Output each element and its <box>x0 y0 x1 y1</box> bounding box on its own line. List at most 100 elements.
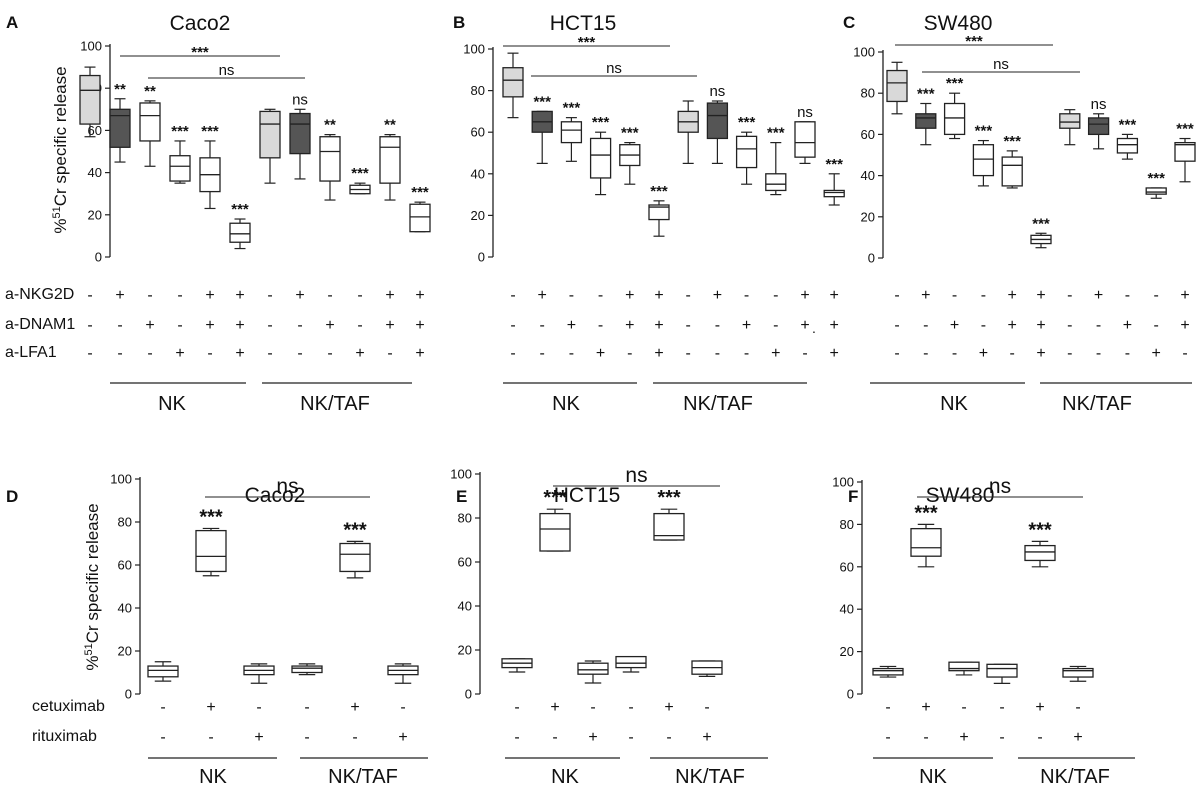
panel-f-treatment-sign: - <box>1075 699 1080 716</box>
panel-c-treatment-sign: + <box>921 287 930 304</box>
panel-b-box <box>706 102 729 140</box>
panel-a-treatment-sign: + <box>355 345 364 362</box>
panel-b-y-tick-label: 60 <box>471 125 485 140</box>
panel-b-treatment-sign: - <box>686 317 691 334</box>
row-label-top: a-NKG2D <box>5 286 74 303</box>
panel-a-treatment-sign: + <box>145 317 154 334</box>
panel-e-treatment-sign: - <box>552 729 557 746</box>
panel-a-treatment-sign: + <box>325 317 334 334</box>
panel-d-y-tick-label: 60 <box>118 558 132 573</box>
panel-a-treatment-sign: - <box>327 345 332 362</box>
panel-b-treatment-sign: - <box>627 345 632 362</box>
panel-a-significance-label: ns <box>292 91 308 108</box>
panel-d-treatment-sign: + <box>398 729 407 746</box>
panel-c-treatment-sign: - <box>981 287 986 304</box>
row-label-bottom: cetuximab <box>32 698 105 715</box>
panel-d-box <box>195 529 227 573</box>
panel-d-group-label: NK/TAF <box>328 766 398 787</box>
panel-a-treatment-sign: - <box>297 345 302 362</box>
panel-b-treatment-sign: + <box>713 287 722 304</box>
panel-b-treatment-sign: + <box>771 345 780 362</box>
panel-b-stray-mark: . <box>812 320 816 336</box>
panel-b-treatment-sign: + <box>800 317 809 334</box>
panel-b-y-tick-label: 20 <box>471 208 485 223</box>
panel-b-treatment-sign: - <box>715 345 720 362</box>
panel-d-box <box>147 665 179 678</box>
panel-b-treatment-sign: + <box>654 317 663 334</box>
row-label-top: a-DNAM1 <box>5 316 75 333</box>
panel-a-treatment-sign: - <box>267 345 272 362</box>
panel-a-group-label: NK <box>158 393 186 415</box>
panel-c-group-label: NK/TAF <box>1062 393 1132 415</box>
panel-b-significance-label: *** <box>563 100 581 117</box>
panel-c-box <box>1116 137 1139 154</box>
panel-f-box <box>1024 544 1056 562</box>
panel-e-treatment-sign: - <box>628 729 633 746</box>
panel-f-treatment-sign: + <box>921 699 930 716</box>
panel-b-y-tick-label: 0 <box>478 250 485 265</box>
panel-c-box <box>1145 187 1167 195</box>
panel-a-treatment-sign: + <box>415 317 424 334</box>
panel-f-box <box>872 667 904 676</box>
panel-c-y-tick-label: 0 <box>868 251 875 266</box>
panel-b-group-label: NK <box>552 393 580 415</box>
panel-a-treatment-sign: - <box>87 287 92 304</box>
panel-f-letter: F <box>848 487 858 506</box>
panel-c-treatment-sign: - <box>894 317 899 334</box>
panel-c-significance-label: *** <box>1032 215 1050 232</box>
panel-d-title: Caco2 <box>245 484 306 507</box>
panel-c-treatment-sign: - <box>1125 287 1130 304</box>
panel-b-box <box>735 135 758 169</box>
panel-e-treatment-sign: - <box>590 699 595 716</box>
panel-a-significance-label: ** <box>384 117 396 134</box>
panel-c-group-label: NK <box>940 393 968 415</box>
panel-c-treatment-sign: - <box>923 345 928 362</box>
panel-c-treatment-sign: + <box>1152 345 1161 362</box>
panel-d-significance-label: *** <box>199 506 223 528</box>
panel-b-significance-label: *** <box>825 156 843 173</box>
panel-d-treatment-sign: - <box>208 729 213 746</box>
panel-c-comparison-label: *** <box>965 33 983 50</box>
panel-b-treatment-sign: - <box>569 287 574 304</box>
panel-a-significance-label: *** <box>411 184 429 201</box>
panel-c-y-tick-label: 40 <box>861 168 875 183</box>
panel-c-y-tick-label: 100 <box>853 45 875 60</box>
panel-f-y-tick-label: 60 <box>840 559 854 574</box>
panel-b-title: HCT15 <box>550 12 617 35</box>
panel-a-treatment-sign: + <box>385 287 394 304</box>
panel-b-significance-label: ns <box>797 104 813 121</box>
panel-d-treatment-sign: - <box>400 699 405 716</box>
panel-c-treatment-sign: - <box>1182 345 1187 362</box>
panel-a-treatment-sign: - <box>177 317 182 334</box>
panel-b-y-tick-label: 100 <box>463 42 485 57</box>
panel-a-box <box>379 136 401 184</box>
panel-e-y-tick-label: 60 <box>458 555 472 570</box>
panel-b-treatment-sign: + <box>654 345 663 362</box>
panel-c-treatment-sign: + <box>1123 317 1132 334</box>
panel-a-significance-label: ** <box>114 81 126 98</box>
panel-c-treatment-sign: - <box>894 345 899 362</box>
panel-e-treatment-sign: - <box>628 699 633 716</box>
panel-a-treatment-sign: - <box>117 345 122 362</box>
panel-a-significance-label: *** <box>231 201 249 218</box>
panel-f-title: SW480 <box>926 484 995 507</box>
panel-a-box <box>409 203 431 233</box>
panel-a-significance-label: *** <box>201 123 219 140</box>
panel-b-y-tick-label: 40 <box>471 166 485 181</box>
panel-d-treatment-sign: - <box>160 729 165 746</box>
panel-e-letter: E <box>456 487 467 506</box>
panel-a-significance-label: *** <box>351 165 369 182</box>
panel-a-significance-label: *** <box>171 123 189 140</box>
panel-b-box <box>502 67 524 98</box>
panel-f-treatment-sign: - <box>999 729 1004 746</box>
panel-c-treatment-sign: - <box>1067 317 1072 334</box>
panel-c-box <box>886 69 908 103</box>
panel-b-treatment-sign: + <box>538 287 547 304</box>
panel-a-letter: A <box>6 13 18 32</box>
panel-a-treatment-sign: - <box>357 287 362 304</box>
panel-a-treatment-sign: - <box>207 345 212 362</box>
panel-f-treatment-sign: - <box>885 729 890 746</box>
panel-b-treatment-sign: - <box>773 287 778 304</box>
panel-b-treatment-sign: + <box>625 287 634 304</box>
panel-b-treatment-sign: - <box>510 345 515 362</box>
